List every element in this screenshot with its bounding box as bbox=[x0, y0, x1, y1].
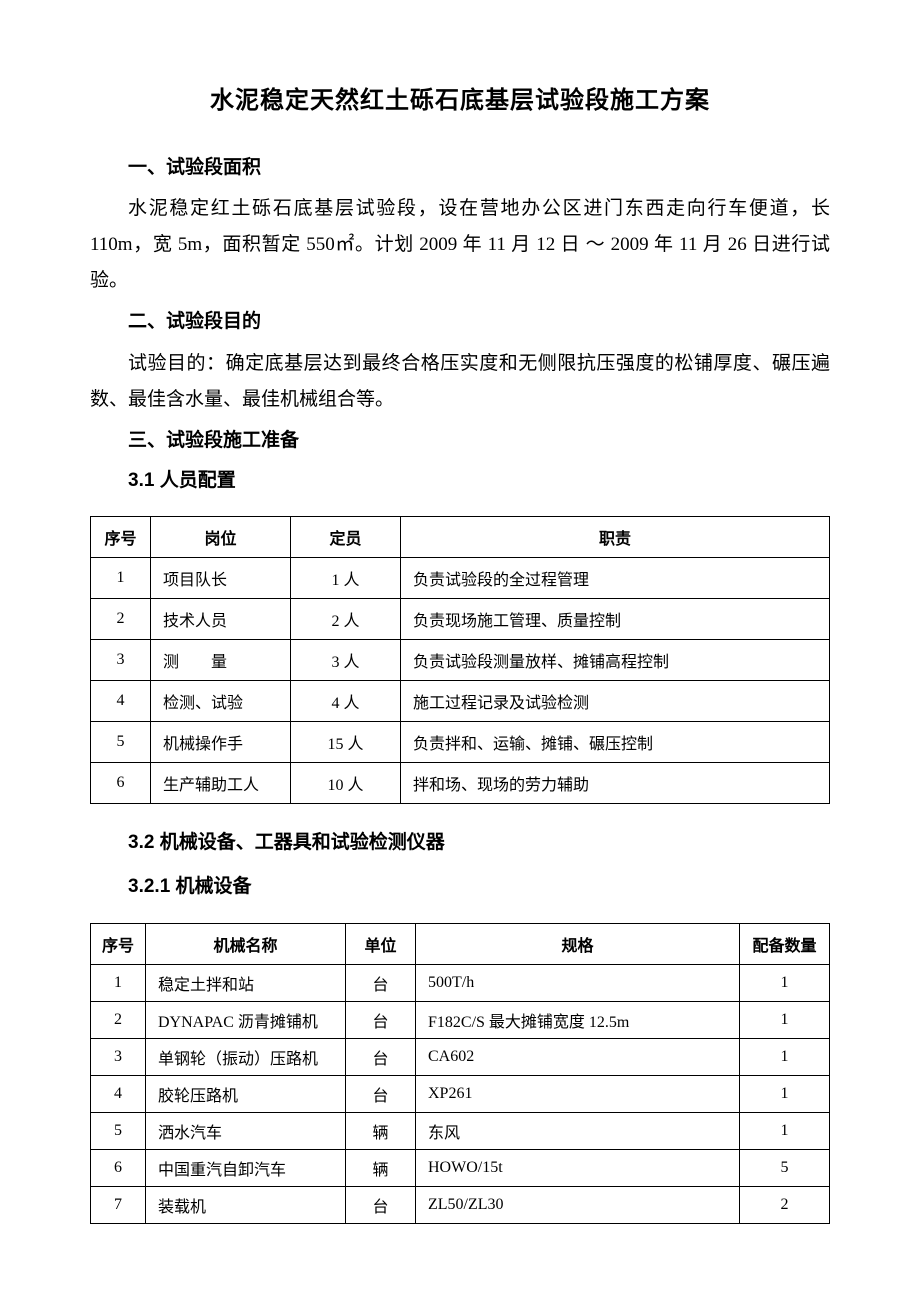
table-cell: 负责试验段的全过程管理 bbox=[401, 558, 830, 599]
section-3-heading: 三、试验段施工准备 bbox=[90, 424, 830, 458]
table-cell: 中国重汽自卸汽车 bbox=[146, 1149, 346, 1186]
table-cell: 生产辅助工人 bbox=[151, 763, 291, 804]
table-cell: 1 bbox=[91, 558, 151, 599]
table-cell: 胶轮压路机 bbox=[146, 1075, 346, 1112]
col-header-duty: 职责 bbox=[401, 517, 830, 558]
table-cell: 2 人 bbox=[291, 599, 401, 640]
table-row: 5洒水汽车辆东风1 bbox=[91, 1112, 830, 1149]
table-cell: 机械操作手 bbox=[151, 722, 291, 763]
table-cell: 3 bbox=[91, 640, 151, 681]
table-cell: 1 bbox=[91, 964, 146, 1001]
table-cell: 单钢轮（振动）压路机 bbox=[146, 1038, 346, 1075]
table-cell: 1 bbox=[740, 1112, 830, 1149]
table-cell: 500T/h bbox=[416, 964, 740, 1001]
table-cell: XP261 bbox=[416, 1075, 740, 1112]
table-cell: 东风 bbox=[416, 1112, 740, 1149]
table-cell: 1 bbox=[740, 1001, 830, 1038]
section-1-heading: 一、试验段面积 bbox=[90, 151, 830, 185]
table-cell: 负责拌和、运输、摊铺、碾压控制 bbox=[401, 722, 830, 763]
table-cell: 1 bbox=[740, 1038, 830, 1075]
col-header-machine: 机械名称 bbox=[146, 923, 346, 964]
table-cell: 10 人 bbox=[291, 763, 401, 804]
table-row: 7装载机台ZL50/ZL302 bbox=[91, 1186, 830, 1223]
table-cell: DYNAPAC 沥青摊铺机 bbox=[146, 1001, 346, 1038]
table-cell: 4 人 bbox=[291, 681, 401, 722]
section-1-body: 水泥稳定红土砾石底基层试验段，设在营地办公区进门东西走向行车便道，长 110m，… bbox=[90, 191, 830, 299]
table-row: 1稳定土拌和站台500T/h1 bbox=[91, 964, 830, 1001]
table-row: 2技术人员2 人负责现场施工管理、质量控制 bbox=[91, 599, 830, 640]
table-row: 6生产辅助工人10 人拌和场、现场的劳力辅助 bbox=[91, 763, 830, 804]
table-cell: F182C/S 最大摊铺宽度 12.5m bbox=[416, 1001, 740, 1038]
table-cell: 4 bbox=[91, 681, 151, 722]
col-header-unit: 单位 bbox=[346, 923, 416, 964]
table-cell: 拌和场、现场的劳力辅助 bbox=[401, 763, 830, 804]
col-header-seq: 序号 bbox=[91, 517, 151, 558]
table-cell: 施工过程记录及试验检测 bbox=[401, 681, 830, 722]
table-row: 3测 量3 人负责试验段测量放样、摊铺高程控制 bbox=[91, 640, 830, 681]
section-3-2-1-heading: 3.2.1 机械设备 bbox=[90, 870, 830, 904]
section-2-heading: 二、试验段目的 bbox=[90, 305, 830, 339]
table-cell: CA602 bbox=[416, 1038, 740, 1075]
table-cell: 6 bbox=[91, 763, 151, 804]
table-cell: 1 bbox=[740, 964, 830, 1001]
document-title: 水泥稳定天然红土砾石底基层试验段施工方案 bbox=[90, 80, 830, 115]
col-header-qty: 配备数量 bbox=[740, 923, 830, 964]
table-cell: 7 bbox=[91, 1186, 146, 1223]
col-header-spec: 规格 bbox=[416, 923, 740, 964]
table-cell: 4 bbox=[91, 1075, 146, 1112]
table-cell: HOWO/15t bbox=[416, 1149, 740, 1186]
col-header-seq: 序号 bbox=[91, 923, 146, 964]
table-cell: 2 bbox=[91, 1001, 146, 1038]
table-cell: 3 bbox=[91, 1038, 146, 1075]
table-row: 6中国重汽自卸汽车辆HOWO/15t5 bbox=[91, 1149, 830, 1186]
table-cell: 负责试验段测量放样、摊铺高程控制 bbox=[401, 640, 830, 681]
table-row: 2DYNAPAC 沥青摊铺机台F182C/S 最大摊铺宽度 12.5m1 bbox=[91, 1001, 830, 1038]
table-cell: 稳定土拌和站 bbox=[146, 964, 346, 1001]
table-cell: 5 bbox=[740, 1149, 830, 1186]
table-cell: 2 bbox=[740, 1186, 830, 1223]
table-cell: 装载机 bbox=[146, 1186, 346, 1223]
table-cell: 3 人 bbox=[291, 640, 401, 681]
table-cell: 台 bbox=[346, 1075, 416, 1112]
table-cell: 台 bbox=[346, 964, 416, 1001]
equipment-table: 序号 机械名称 单位 规格 配备数量 1稳定土拌和站台500T/h12DYNAP… bbox=[90, 923, 830, 1224]
col-header-count: 定员 bbox=[291, 517, 401, 558]
table-cell: 洒水汽车 bbox=[146, 1112, 346, 1149]
table-cell: 技术人员 bbox=[151, 599, 291, 640]
section-2-body: 试验目的：确定底基层达到最终合格压实度和无侧限抗压强度的松铺厚度、碾压遍数、最佳… bbox=[90, 346, 830, 418]
table-cell: 6 bbox=[91, 1149, 146, 1186]
table-cell: 台 bbox=[346, 1001, 416, 1038]
col-header-position: 岗位 bbox=[151, 517, 291, 558]
table-cell: 5 bbox=[91, 722, 151, 763]
table-cell: 检测、试验 bbox=[151, 681, 291, 722]
section-3-2-heading: 3.2 机械设备、工器具和试验检测仪器 bbox=[90, 826, 830, 860]
table-header-row: 序号 机械名称 单位 规格 配备数量 bbox=[91, 923, 830, 964]
personnel-table: 序号 岗位 定员 职责 1项目队长1 人负责试验段的全过程管理2技术人员2 人负… bbox=[90, 516, 830, 804]
table-cell: 1 bbox=[740, 1075, 830, 1112]
table-cell: 负责现场施工管理、质量控制 bbox=[401, 599, 830, 640]
table-cell: 2 bbox=[91, 599, 151, 640]
table-cell: 1 人 bbox=[291, 558, 401, 599]
table-row: 4胶轮压路机台XP2611 bbox=[91, 1075, 830, 1112]
table-row: 1项目队长1 人负责试验段的全过程管理 bbox=[91, 558, 830, 599]
table-cell: 辆 bbox=[346, 1149, 416, 1186]
table-cell: 辆 bbox=[346, 1112, 416, 1149]
table-cell: 台 bbox=[346, 1038, 416, 1075]
table-header-row: 序号 岗位 定员 职责 bbox=[91, 517, 830, 558]
table-row: 5机械操作手15 人负责拌和、运输、摊铺、碾压控制 bbox=[91, 722, 830, 763]
table-cell: 台 bbox=[346, 1186, 416, 1223]
table-cell: 15 人 bbox=[291, 722, 401, 763]
table-row: 4检测、试验4 人施工过程记录及试验检测 bbox=[91, 681, 830, 722]
table-cell: 5 bbox=[91, 1112, 146, 1149]
table-cell: 测 量 bbox=[151, 640, 291, 681]
section-3-1-heading: 3.1 人员配置 bbox=[90, 464, 830, 498]
table-row: 3单钢轮（振动）压路机台CA6021 bbox=[91, 1038, 830, 1075]
table-cell: ZL50/ZL30 bbox=[416, 1186, 740, 1223]
table-cell: 项目队长 bbox=[151, 558, 291, 599]
